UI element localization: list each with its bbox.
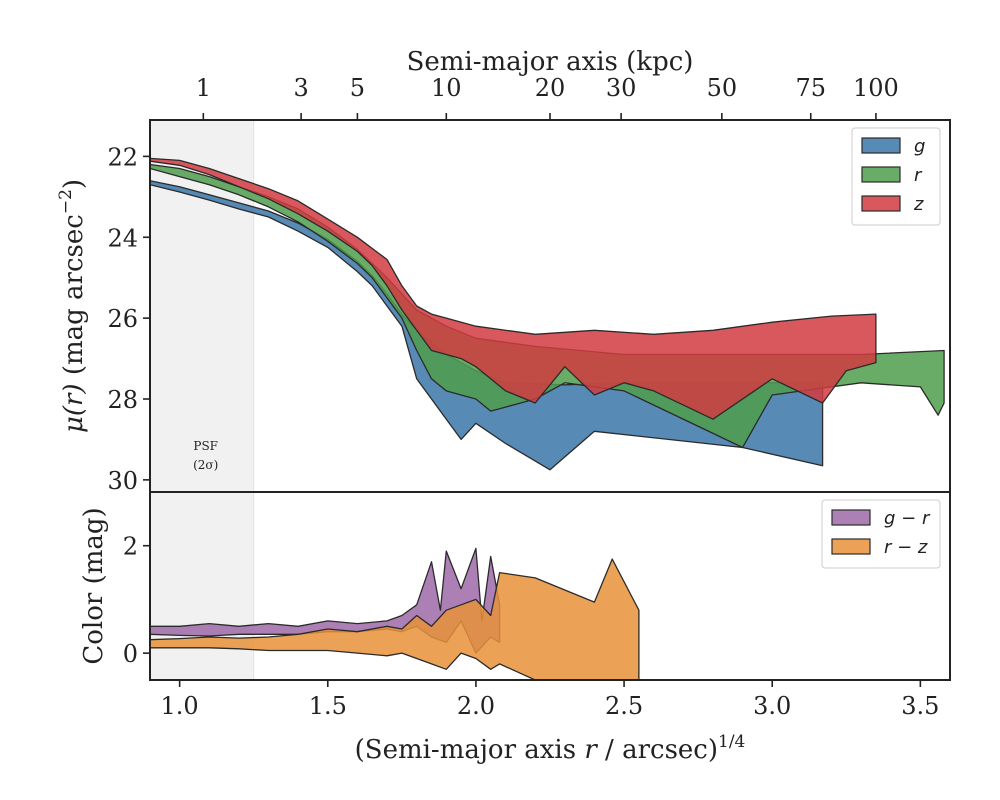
psf-label: PSF	[193, 439, 218, 453]
top-legend-label: z	[913, 194, 924, 215]
top-x-tick-label: 75	[795, 74, 826, 102]
bottom-panel-series	[150, 547, 640, 680]
psf-sublabel: (2σ)	[193, 458, 218, 472]
bottom-x-tick-label: 3.0	[753, 692, 791, 720]
bottom-legend-swatch	[831, 538, 871, 555]
top-x-tick-label: 100	[853, 74, 899, 102]
top-y-axis-label: μ(r) (mag arcsec−2)	[56, 179, 89, 433]
bottom-y-axis-label: Color (mag)	[79, 507, 109, 664]
psf-region	[150, 120, 254, 680]
top-legend-swatch	[861, 195, 901, 212]
bottom-y-tick-label: 2	[123, 533, 138, 561]
top-x-tick-label: 1	[196, 74, 211, 102]
top-legend-label: r	[914, 165, 923, 186]
top-panel-band-z	[150, 157, 877, 420]
bottom-x-tick-label: 3.5	[901, 692, 939, 720]
top-axis-label: Semi-major axis (kpc)	[407, 47, 694, 77]
bottom-x-tick-label: 2.0	[457, 692, 495, 720]
top-legend-label: g	[914, 136, 925, 157]
top-y-tick-label: 26	[107, 305, 138, 333]
top-panel-series	[150, 157, 945, 471]
bottom-y-tick-label: 0	[123, 640, 138, 668]
top-x-tick-label: 3	[293, 74, 308, 102]
top-y-tick-label: 28	[107, 386, 138, 414]
bottom-panel-band-rz	[150, 558, 640, 680]
bottom-legend-label: g − r	[884, 508, 931, 529]
bottom-x-tick-label: 1.0	[161, 692, 199, 720]
x-axis-label: (Semi-major axis r / arcsec)1/4	[355, 732, 746, 765]
top-x-tick-label: 10	[431, 74, 462, 102]
top-x-tick-label: 30	[606, 74, 637, 102]
bottom-x-tick-label: 1.5	[309, 692, 347, 720]
top-x-tick-label: 5	[350, 74, 365, 102]
top-y-tick-label: 30	[107, 467, 138, 495]
top-x-tick-label: 50	[707, 74, 738, 102]
top-x-tick-label: 20	[535, 74, 566, 102]
top-legend-swatch	[861, 137, 901, 154]
top-legend-swatch	[861, 166, 901, 183]
top-y-tick-label: 24	[107, 224, 138, 252]
bottom-legend-swatch	[831, 509, 871, 526]
bottom-x-tick-label: 2.5	[605, 692, 643, 720]
top-y-tick-label: 22	[107, 143, 138, 171]
bottom-panel-frame	[149, 491, 951, 681]
bottom-legend-label: r − z	[884, 537, 928, 558]
